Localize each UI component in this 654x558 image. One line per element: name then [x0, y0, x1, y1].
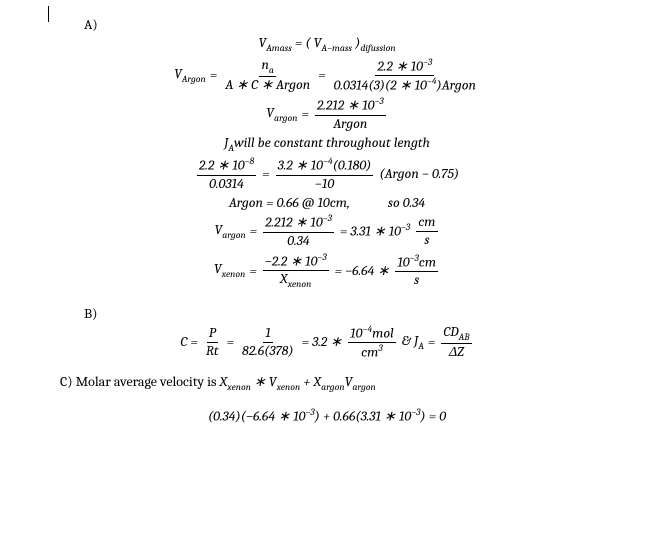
eq-a7: Vargon = 2.212 ∗ 10−3 0.34 = 3.31 ∗ 10−3…: [30, 213, 624, 249]
section-b-label: B): [84, 305, 624, 322]
eq-a6: Argon = 0.66 @ 10cm, so 0.34: [30, 195, 624, 212]
eq-a2: VArgon = na A ∗ C ∗ Argon = 2.2 ∗ 10−3 0…: [30, 57, 624, 95]
eq-b1: C = P Rt = 1 82.6(378) = 3.2 ∗ 10−4mol c…: [30, 324, 624, 362]
eq-a8: Vxenon = −2.2 ∗ 10−3 Xxenon = −6.64 ∗ 10…: [30, 252, 624, 291]
eq-a1: VAmass = ( VA−mass )difussion: [30, 35, 624, 55]
eq-a4: JAwill be constant throughout length: [30, 135, 624, 155]
eq-a5: 2.2 ∗ 10−8 0.0314 = 3.2 ∗ 10−4(0.180) −1…: [30, 156, 624, 192]
page-content: A) VAmass = ( VA−mass )difussion VArgon …: [0, 0, 654, 438]
text-cursor: [48, 6, 49, 22]
section-c-text: C) Molar average velocity is Xxenon ∗ Vx…: [60, 373, 624, 393]
section-a-label: A): [84, 16, 624, 33]
eq-c1: (0.34)(−6.64 ∗ 10−3) + 0.66(3.31 ∗ 10−3)…: [30, 407, 624, 425]
eq-a3: Vargon = 2.212 ∗ 10−3 Argon: [30, 96, 624, 132]
